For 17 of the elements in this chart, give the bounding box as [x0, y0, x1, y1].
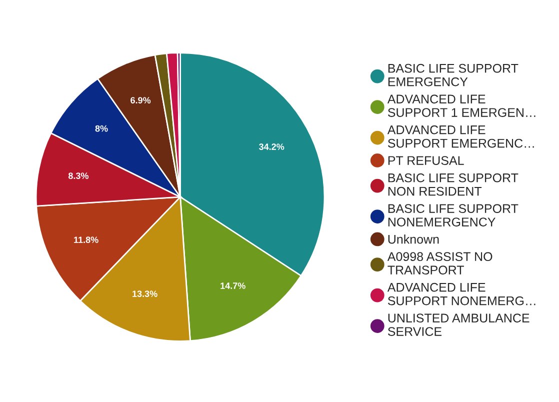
- legend-label: Unknown: [388, 234, 439, 244]
- legend-label: ADVANCED LIFE SUPPORT NONEMERG…: [387, 282, 536, 306]
- data-label: 8%: [95, 125, 108, 132]
- data-label: 14.7%: [220, 282, 246, 289]
- legend-label: BASIC LIFE SUPPORT NON RESIDENT: [388, 173, 518, 196]
- data-label: 8.3%: [68, 172, 89, 179]
- legend-label: ADVANCED LIFE SUPPORT EMERGENC…: [387, 125, 534, 148]
- legend-label: A0998 ASSIST NO TRANSPORT: [387, 252, 492, 274]
- legend-label: ADVANCED LIFE SUPPORT 1 EMERGEN…: [387, 94, 536, 117]
- legend-label: UNLISTED AMBULANCE SERVICE: [388, 314, 530, 336]
- data-label: 13.3%: [132, 290, 158, 298]
- data-label: 34.2%: [258, 144, 284, 150]
- legend-label: BASIC LIFE SUPPORT NONEMERGENCY: [388, 204, 518, 226]
- data-label: 11.8%: [74, 236, 98, 244]
- legend-label: PT REFUSAL: [388, 156, 464, 165]
- legend-label: BASIC LIFE SUPPORT EMERGENCY: [388, 64, 518, 86]
- data-label: 6.9%: [130, 97, 151, 104]
